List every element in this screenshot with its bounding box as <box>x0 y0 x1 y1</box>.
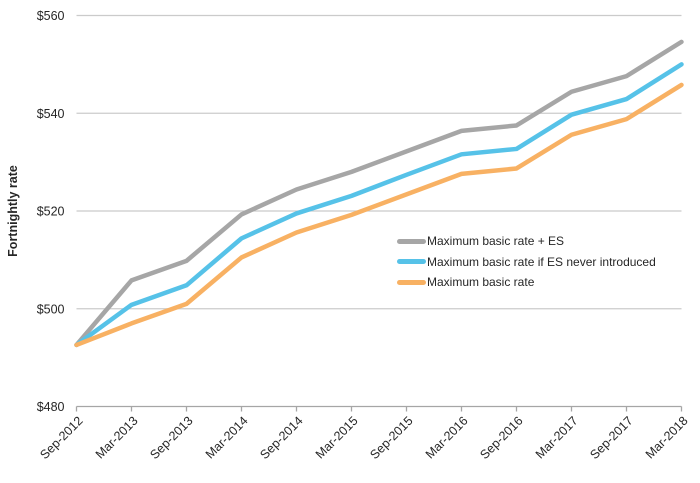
x-axis <box>75 405 683 412</box>
x-tick-labels: Sep-2012 Mar-2013 Sep-2013 Mar-2014 Sep-2014… <box>37 414 690 462</box>
y-tick-label-560: $560 <box>37 9 65 23</box>
x-tick-label-mar-2018: Mar-2018 <box>643 414 691 462</box>
x-tick-label-sep-2013: Sep-2013 <box>147 414 195 462</box>
series-line-maximum-basic-rate <box>74 82 684 348</box>
legend-label: Maximum basic rate if ES never introduce… <box>427 254 656 269</box>
series-line-maximum-basic-rate-if-es-never-introduced <box>74 62 684 348</box>
series-line-maximum-basic-rate-es <box>74 39 684 348</box>
legend-swatch-maximum-basic-rate-if-es-never-introduced <box>397 259 426 265</box>
y-tick-label-480: $480 <box>37 400 65 414</box>
y-tick-labels: $560 $540 $520 $500 $480 <box>37 9 65 414</box>
chart-legend: Maximum basic rate + ES Maximum basic rat… <box>397 231 656 293</box>
x-tick-label-sep-2012: Sep-2012 <box>37 414 85 462</box>
legend-item-maximum-basic-rate-if-es-never-introduced: Maximum basic rate if ES never introduce… <box>397 252 656 273</box>
y-tick-label-500: $500 <box>37 302 65 316</box>
series-lines <box>74 39 684 348</box>
x-tick-label-sep-2017: Sep-2017 <box>587 414 635 462</box>
x-tick-label-mar-2013: Mar-2013 <box>93 414 141 462</box>
x-tick-label-mar-2017: Mar-2017 <box>533 414 581 462</box>
x-tick-label-mar-2015: Mar-2015 <box>313 414 361 462</box>
legend-label: Maximum basic rate + ES <box>427 234 565 249</box>
y-axis-title: Fortnightly rate <box>6 165 20 257</box>
x-tick-label-sep-2014: Sep-2014 <box>257 414 305 462</box>
y-tick-label-520: $520 <box>37 205 65 219</box>
x-tick-label-sep-2015: Sep-2015 <box>367 414 415 462</box>
legend-item-maximum-basic-rate: Maximum basic rate <box>397 272 656 293</box>
x-tick-label-mar-2014: Mar-2014 <box>203 414 251 462</box>
y-tick-label-540: $540 <box>37 107 65 121</box>
legend-item-maximum-basic-rate-es: Maximum basic rate + ES <box>397 231 656 252</box>
legend-label: Maximum basic rate <box>427 275 535 290</box>
legend-swatch-maximum-basic-rate-es <box>397 238 426 244</box>
legend-swatch-maximum-basic-rate <box>397 279 426 285</box>
x-tick-label-sep-2016: Sep-2016 <box>477 414 525 462</box>
x-tick-label-mar-2016: Mar-2016 <box>423 414 471 462</box>
